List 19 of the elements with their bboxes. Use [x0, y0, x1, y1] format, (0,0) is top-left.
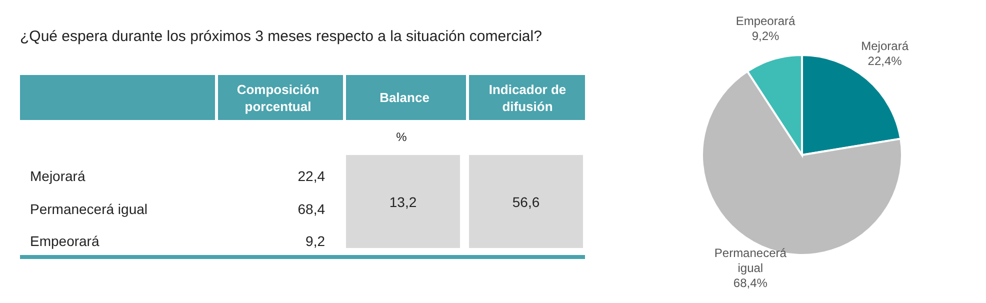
data-label: 68,4%	[733, 276, 768, 290]
text: 13,2	[346, 155, 460, 248]
category-label: Permanecerá igual	[30, 201, 148, 217]
data-label: 9,2%	[752, 28, 780, 43]
text: Indicador de difusión	[466, 75, 586, 120]
text: 68,4	[296, 201, 325, 217]
category-label: Empeorará	[30, 233, 100, 249]
slice-label: Permanecerá igual	[714, 246, 787, 276]
text: Balance	[343, 75, 463, 120]
category-label: Mejorará	[30, 168, 86, 184]
data-label: 22,4%	[868, 54, 902, 68]
text: %	[395, 130, 408, 144]
text: 9,2	[304, 233, 325, 249]
text: 22,4	[296, 168, 325, 184]
slice-label: Empeorará	[736, 14, 796, 28]
text: ¿Qué espera durante los próximos 3 meses respecto a la situación comercial?	[20, 28, 542, 45]
text: 56,6	[469, 155, 583, 248]
text: Composición porcentual	[215, 75, 338, 120]
slice-label: Mejorará	[861, 38, 909, 53]
